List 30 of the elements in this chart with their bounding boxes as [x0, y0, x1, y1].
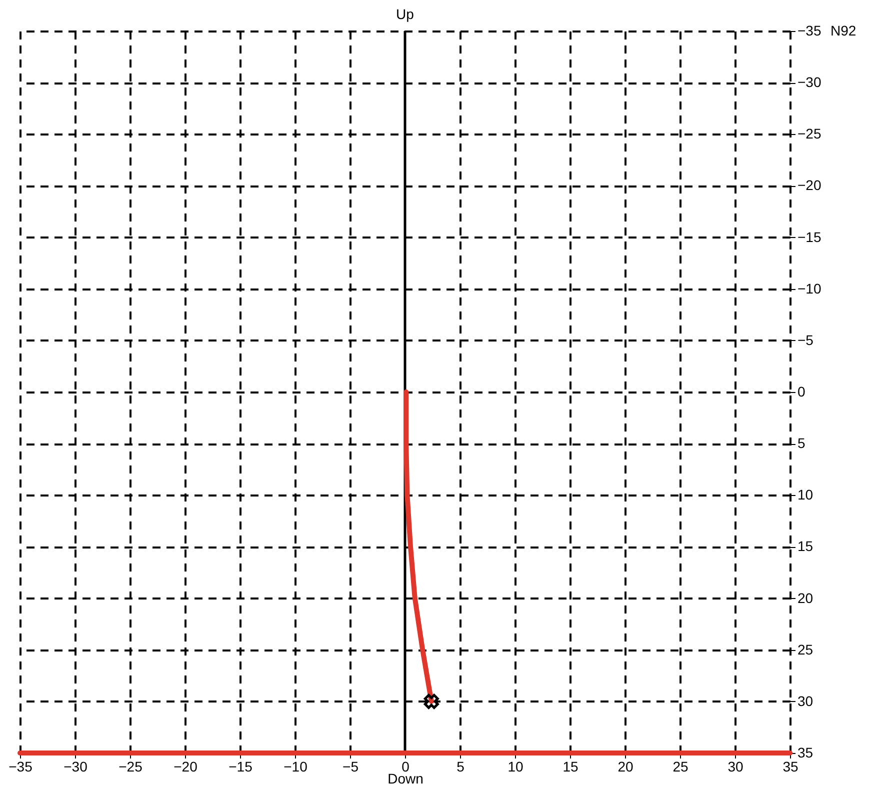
x-tick-label: −25 [118, 758, 143, 774]
x-tick-label: −20 [174, 758, 198, 774]
y-tick-label: 15 [798, 538, 814, 554]
x-tick-label: −35 [8, 758, 33, 774]
y-tick-label: 5 [798, 435, 806, 452]
y-tick-label: 30 [798, 692, 814, 709]
y-tick-label: −30 [798, 74, 822, 90]
y-axis-title: N92 [830, 22, 856, 38]
y-tick-label: 10 [798, 486, 814, 503]
x-tick-label: 10 [508, 758, 524, 774]
x-tick-label: −5 [342, 758, 359, 774]
x-tick-label: −10 [284, 758, 308, 774]
y-tick-label: −20 [798, 177, 822, 194]
y-tick-label: 25 [798, 641, 814, 658]
y-tick-label: 35 [798, 744, 814, 760]
x-tick-label: 30 [728, 758, 744, 774]
x-tick-label: 20 [618, 758, 634, 774]
x-tick-label: −15 [228, 758, 253, 774]
y-tick-label: 20 [798, 590, 814, 606]
y-tick-label: −25 [798, 126, 822, 142]
y-tick-label: −10 [798, 280, 822, 296]
y-tick-label: −35 [798, 22, 822, 38]
y-tick-label: −15 [798, 228, 822, 245]
x-tick-label: 25 [672, 758, 688, 774]
x-tick-label: 5 [456, 758, 465, 774]
x-tick-label: −30 [64, 758, 88, 774]
y-tick-label: −5 [798, 332, 814, 348]
y-tick-label: 0 [798, 384, 806, 400]
x-tick-label: 15 [562, 758, 578, 774]
chart-title: Up [396, 6, 414, 22]
